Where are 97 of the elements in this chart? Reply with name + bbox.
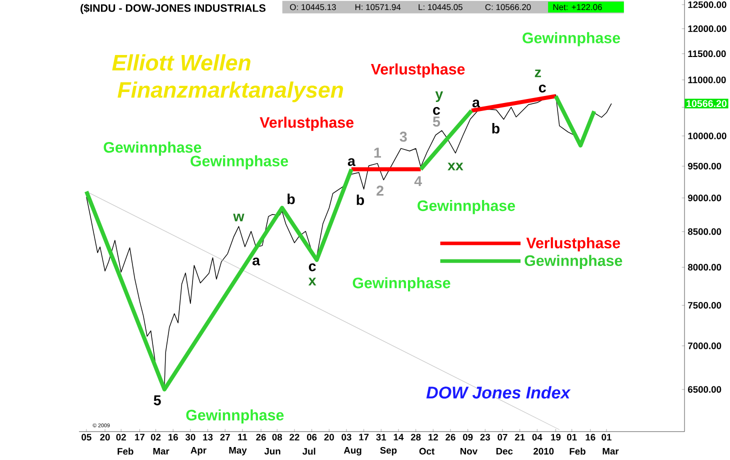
x-tick-label: 19 bbox=[551, 434, 561, 440]
text: Nov bbox=[460, 448, 478, 454]
text: Jul bbox=[302, 448, 316, 455]
y-tick-label: 12000.00 bbox=[688, 25, 726, 32]
text: Mar bbox=[153, 448, 170, 454]
annotation: Gewinnphase bbox=[186, 409, 284, 424]
x-tick-label: 20 bbox=[100, 434, 110, 440]
x-tick-label: 11 bbox=[238, 434, 248, 440]
text: Feb bbox=[570, 448, 586, 455]
x-tick-label: 26 bbox=[256, 434, 266, 440]
text: Apr bbox=[190, 446, 206, 456]
annotation: Gewinnphase bbox=[104, 142, 202, 156]
x-tick-label: 26 bbox=[446, 434, 456, 440]
x-tick-label: 28 bbox=[410, 434, 421, 440]
x-tick-label: 17 bbox=[359, 434, 369, 440]
x-tick-label: 02 bbox=[150, 434, 161, 440]
x-tick-label: 31 bbox=[376, 434, 386, 440]
annotation: w bbox=[233, 214, 244, 222]
y-tick-label: 11500.00 bbox=[688, 50, 726, 57]
text: Mar bbox=[602, 448, 619, 454]
annotation: b bbox=[356, 194, 364, 205]
y-tick-label: 6500.00 bbox=[688, 386, 722, 393]
x-tick-label: 17 bbox=[135, 434, 144, 440]
annotation: Gewinnphase bbox=[522, 32, 620, 46]
x-tick-label: 07 bbox=[498, 434, 508, 440]
x-tick-label: 04 bbox=[532, 434, 542, 440]
annotation: b bbox=[288, 194, 295, 204]
text: Oct bbox=[419, 448, 434, 454]
y-tick-label: 8500.00 bbox=[688, 228, 722, 235]
annotation: 2 bbox=[376, 186, 384, 196]
annotation: 3 bbox=[400, 132, 407, 142]
x-tick-label: 16 bbox=[168, 434, 178, 440]
y-tick-label: 7500.00 bbox=[688, 302, 722, 309]
annotation: Finanzmarktanalysen bbox=[118, 81, 344, 102]
y-tick-label: 11000.00 bbox=[688, 76, 726, 84]
text: Aug bbox=[344, 446, 362, 456]
x-tick-label: 13 bbox=[203, 434, 213, 440]
text: Feb bbox=[118, 448, 134, 455]
text: May bbox=[229, 446, 247, 456]
annotation: c bbox=[433, 106, 440, 115]
x-tick-label: 01 bbox=[567, 434, 577, 440]
text: Sep bbox=[380, 446, 397, 456]
x-tick-label: 09 bbox=[462, 434, 473, 440]
text: 2010 bbox=[534, 448, 554, 454]
x-tick-label: 23 bbox=[480, 434, 490, 440]
y-tick-label: 7000.00 bbox=[688, 342, 722, 350]
x-tick-label: 03 bbox=[342, 434, 352, 440]
x-tick-label: 02 bbox=[116, 434, 126, 440]
x-tick-label: 06 bbox=[306, 434, 317, 440]
annotation: L: 10445.05 bbox=[418, 4, 462, 10]
annotation: x bbox=[308, 278, 316, 286]
annotation: 5 bbox=[154, 395, 161, 406]
text: Gewinnphase bbox=[524, 254, 622, 269]
annotation: b bbox=[492, 122, 500, 134]
annotation: Gewinnphase bbox=[418, 200, 516, 214]
text: Verlustphase bbox=[526, 237, 620, 252]
y-tick-label: 9500.00 bbox=[688, 162, 722, 170]
annotation: H: 10571.94 bbox=[355, 4, 401, 10]
x-tick-label: 21 bbox=[514, 434, 525, 440]
annotation: a bbox=[348, 158, 356, 166]
text: 10566.20 bbox=[686, 100, 727, 107]
text: Dec bbox=[496, 448, 513, 454]
x-tick-label: 16 bbox=[586, 434, 596, 440]
y-tick-label: 12500.00 bbox=[688, 1, 726, 8]
x-tick-label: 20 bbox=[324, 434, 334, 440]
chart-title: ($INDU - DOW-JONES INDUSTRIALS bbox=[80, 4, 266, 14]
annotation: z bbox=[534, 70, 541, 78]
annotation: Verlustphase bbox=[370, 63, 465, 78]
x-tick-label: 01 bbox=[602, 434, 612, 440]
text: Jun bbox=[264, 448, 280, 454]
annotation: Gewinnphase bbox=[190, 155, 288, 170]
annotation: a bbox=[472, 100, 480, 108]
y-tick-label: 9000.00 bbox=[688, 194, 722, 202]
annotation: a bbox=[252, 258, 260, 266]
annotation: y bbox=[435, 91, 444, 102]
x-tick-label: 27 bbox=[220, 434, 230, 440]
x-tick-label: 30 bbox=[185, 434, 196, 440]
annotation: xx bbox=[448, 162, 464, 170]
x-tick-label: 14 bbox=[394, 434, 404, 440]
annotation: Verlustphase bbox=[260, 116, 354, 131]
annotation: 1 bbox=[374, 148, 381, 158]
annotation: Elliott Wellen bbox=[112, 54, 250, 71]
annotation: C: 10566.20 bbox=[485, 4, 531, 10]
annotation: O: 10445.13 bbox=[290, 4, 336, 10]
annotation: c bbox=[308, 263, 316, 272]
annotation: DOW Jones Index bbox=[426, 386, 571, 399]
x-tick-label: 05 bbox=[82, 434, 92, 440]
y-tick-label: 10000.00 bbox=[688, 132, 726, 140]
x-tick-label: 22 bbox=[290, 434, 300, 440]
annotation: 5 bbox=[432, 116, 440, 127]
annotation: Gewinnphase bbox=[352, 277, 450, 292]
annotation: c bbox=[538, 84, 546, 92]
x-tick-label: 12 bbox=[428, 434, 438, 440]
x-tick-label: 08 bbox=[272, 434, 282, 440]
annotation: 4 bbox=[414, 176, 422, 186]
y-tick-label: 8000.00 bbox=[688, 264, 722, 270]
annotation: Net: +122.06 bbox=[553, 4, 602, 10]
